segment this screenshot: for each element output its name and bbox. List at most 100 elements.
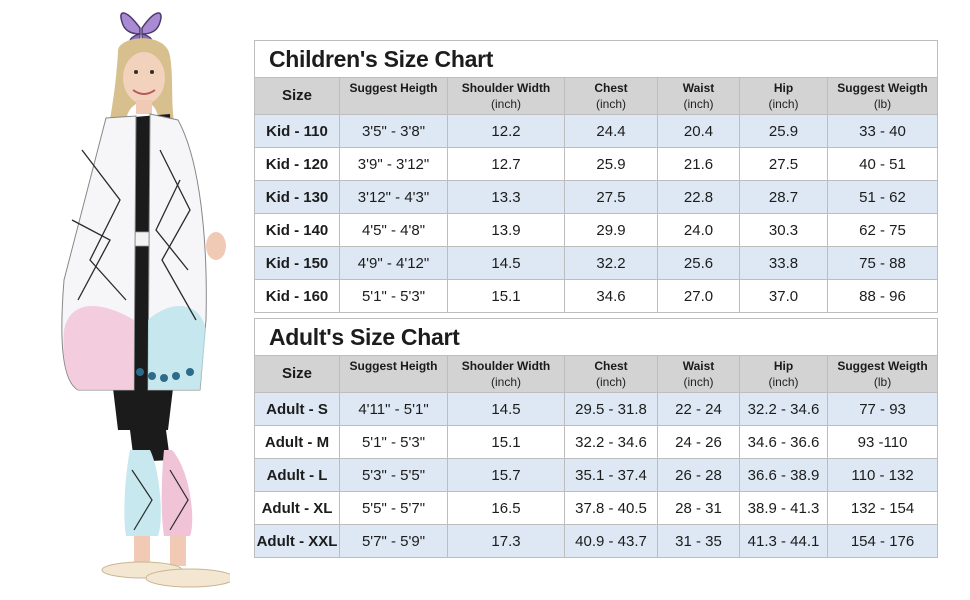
table-cell: 16.5 <box>447 491 565 525</box>
table-row: Kid - 130 3'12" - 4'3" 13.3 27.5 22.8 28.7 51 … <box>254 180 939 214</box>
table-cell: 25.9 <box>739 114 828 148</box>
table-row: Adult - L 5'3" - 5'5" 15.7 35.1 - 37.4 26 - … <box>254 458 939 492</box>
table-row: Adult - M 5'1" - 5'3" 15.1 32.2 - 34.6 24 - … <box>254 425 939 459</box>
table-cell: 34.6 <box>564 279 658 313</box>
table-cell: 5'1" - 5'3" <box>339 425 448 459</box>
header-hip: Hip (inch) <box>739 355 828 393</box>
header-shoulder: Shoulder Width (inch) <box>447 355 565 393</box>
table-cell: 24.4 <box>564 114 658 148</box>
header-height: Suggest Heigth <box>339 355 448 393</box>
children-size-chart: Children's Size Chart Size Suggest Heigt… <box>253 40 939 313</box>
size-label: Kid - 160 <box>254 279 340 313</box>
table-cell: 75 - 88 <box>826 246 939 280</box>
table-cell: 27.5 <box>564 180 658 214</box>
table-cell: 26 - 28 <box>657 458 740 492</box>
table-cell: 37.8 - 40.5 <box>564 491 658 525</box>
size-label: Kid - 140 <box>254 213 340 247</box>
header-size: Size <box>254 355 340 393</box>
table-row: Adult - XXL 5'7" - 5'9" 17.3 40.9 - 43.7 31 … <box>254 524 939 558</box>
table-cell: 17.3 <box>447 524 565 558</box>
table-cell: 32.2 - 34.6 <box>739 392 828 426</box>
table-cell: 22.8 <box>657 180 740 214</box>
header-hip: Hip (inch) <box>739 77 828 115</box>
table-cell: 15.1 <box>447 279 565 313</box>
table-row: Kid - 140 4'5" - 4'8" 13.9 29.9 24.0 30.3 62 -… <box>254 213 939 247</box>
size-label: Adult - XL <box>254 491 340 525</box>
adult-size-chart: Adult's Size Chart Size Suggest Heigth S… <box>253 318 939 558</box>
table-cell: 4'5" - 4'8" <box>339 213 448 247</box>
table-cell: 5'3" - 5'5" <box>339 458 448 492</box>
size-label: Kid - 110 <box>254 114 340 148</box>
table-cell: 110 - 132 <box>826 458 939 492</box>
table-cell: 25.6 <box>657 246 740 280</box>
children-rows: Kid - 110 3'5" - 3'8" 12.2 24.4 20.4 25.9 33 -… <box>254 114 939 313</box>
table-cell: 3'9" - 3'12" <box>339 147 448 181</box>
table-cell: 13.3 <box>447 180 565 214</box>
table-cell: 28.7 <box>739 180 828 214</box>
table-cell: 31 - 35 <box>657 524 740 558</box>
table-cell: 62 - 75 <box>826 213 939 247</box>
table-cell: 20.4 <box>657 114 740 148</box>
table-cell: 35.1 - 37.4 <box>564 458 658 492</box>
header-waist: Waist (inch) <box>657 355 740 393</box>
adult-header-row: Size Suggest Heigth Shoulder Width (inch)… <box>254 355 939 393</box>
size-label: Kid - 150 <box>254 246 340 280</box>
header-waist: Waist (inch) <box>657 77 740 115</box>
table-row: Adult - XL 5'5" - 5'7" 16.5 37.8 - 40.5 28 -… <box>254 491 939 525</box>
adult-rows: Adult - S 4'11" - 5'1" 14.5 29.5 - 31.8 22 -… <box>254 392 939 558</box>
table-cell: 27.0 <box>657 279 740 313</box>
header-weight: Suggest Weigth (lb) <box>826 77 939 115</box>
size-label: Adult - XXL <box>254 524 340 558</box>
table-cell: 12.2 <box>447 114 565 148</box>
table-cell: 33 - 40 <box>826 114 939 148</box>
table-cell: 28 - 31 <box>657 491 740 525</box>
table-cell: 40.9 - 43.7 <box>564 524 658 558</box>
table-cell: 14.5 <box>447 392 565 426</box>
header-chest: Chest (inch) <box>564 355 658 393</box>
table-row: Adult - S 4'11" - 5'1" 14.5 29.5 - 31.8 22 -… <box>254 392 939 426</box>
table-cell: 37.0 <box>739 279 828 313</box>
table-cell: 5'1" - 5'3" <box>339 279 448 313</box>
table-cell: 24.0 <box>657 213 740 247</box>
size-label: Adult - L <box>254 458 340 492</box>
table-cell: 32.2 - 34.6 <box>564 425 658 459</box>
table-cell: 51 - 62 <box>826 180 939 214</box>
model-photo <box>61 12 230 588</box>
table-cell: 21.6 <box>657 147 740 181</box>
table-cell: 22 - 24 <box>657 392 740 426</box>
table-cell: 15.1 <box>447 425 565 459</box>
table-cell: 15.7 <box>447 458 565 492</box>
table-cell: 14.5 <box>447 246 565 280</box>
table-cell: 24 - 26 <box>657 425 740 459</box>
size-label: Adult - M <box>254 425 340 459</box>
header-chest: Chest (inch) <box>564 77 658 115</box>
table-cell: 5'5" - 5'7" <box>339 491 448 525</box>
table-cell: 88 - 96 <box>826 279 939 313</box>
header-weight: Suggest Weigth (lb) <box>826 355 939 393</box>
table-cell: 41.3 - 44.1 <box>739 524 828 558</box>
table-cell: 154 - 176 <box>826 524 939 558</box>
table-cell: 30.3 <box>739 213 828 247</box>
table-cell: 32.2 <box>564 246 658 280</box>
children-chart-title: Children's Size Chart <box>253 40 939 78</box>
table-cell: 13.9 <box>447 213 565 247</box>
table-row: Kid - 150 4'9" - 4'12" 14.5 32.2 25.6 33.8 75 … <box>254 246 939 280</box>
table-row: Kid - 120 3'9" - 3'12" 12.7 25.9 21.6 27.5 40 … <box>254 147 939 181</box>
table-cell: 12.7 <box>447 147 565 181</box>
children-header-row: Size Suggest Heigth Shoulder Width (inch)… <box>254 77 939 115</box>
table-cell: 29.5 - 31.8 <box>564 392 658 426</box>
table-cell: 34.6 - 36.6 <box>739 425 828 459</box>
table-cell: 40 - 51 <box>826 147 939 181</box>
table-cell: 3'12" - 4'3" <box>339 180 448 214</box>
table-cell: 38.9 - 41.3 <box>739 491 828 525</box>
adult-chart-title: Adult's Size Chart <box>253 318 939 356</box>
table-cell: 27.5 <box>739 147 828 181</box>
table-cell: 3'5" - 3'8" <box>339 114 448 148</box>
table-row: Kid - 160 5'1" - 5'3" 15.1 34.6 27.0 37.0 88 -… <box>254 279 939 313</box>
table-cell: 4'9" - 4'12" <box>339 246 448 280</box>
header-shoulder: Shoulder Width (inch) <box>447 77 565 115</box>
size-label: Kid - 130 <box>254 180 340 214</box>
header-height: Suggest Heigth <box>339 77 448 115</box>
table-cell: 132 - 154 <box>826 491 939 525</box>
size-label: Kid - 120 <box>254 147 340 181</box>
